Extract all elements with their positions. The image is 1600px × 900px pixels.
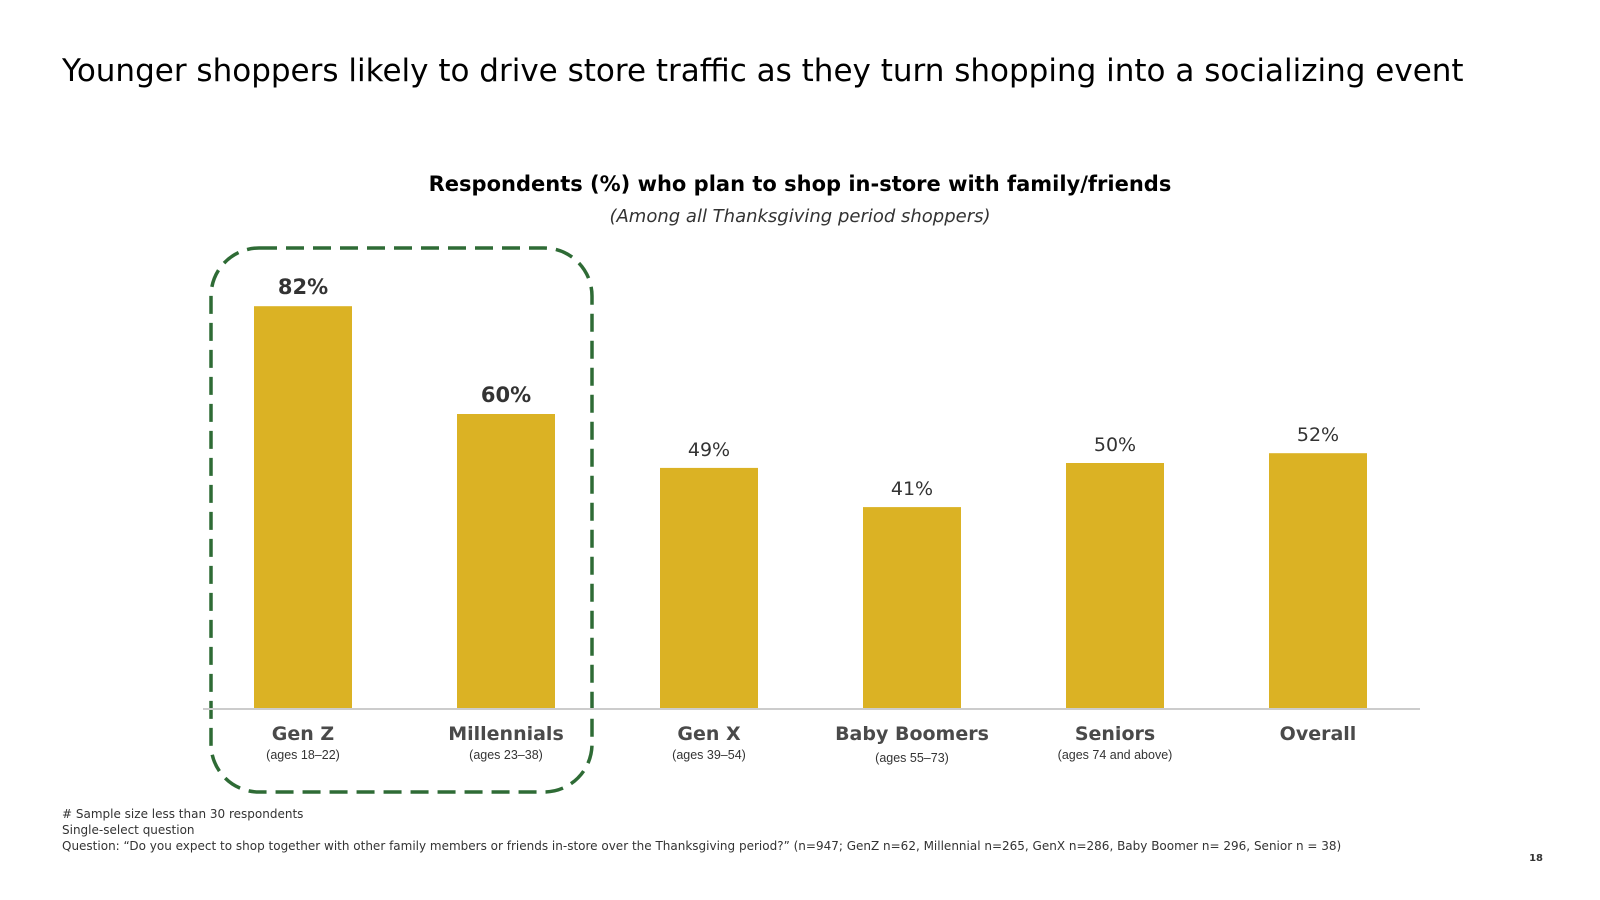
- bar-gen-z: [254, 306, 352, 708]
- category-sublabel-gen-x: (ages 39–54): [672, 748, 746, 762]
- slide-title: Younger shoppers likely to drive store t…: [62, 53, 1464, 89]
- category-label-gen-z: Gen Z: [272, 723, 334, 745]
- category-label-gen-x: Gen X: [677, 723, 741, 745]
- value-label-gen-z: 82%: [278, 275, 328, 299]
- category-label-overall: Overall: [1280, 723, 1357, 745]
- chart-subtitle: (Among all Thanksgiving period shoppers): [609, 206, 991, 227]
- bar-baby-boomers: [863, 507, 961, 708]
- value-label-gen-x: 49%: [688, 439, 730, 461]
- category-sublabel-millennials: (ages 23–38): [469, 748, 543, 762]
- bar-gen-x: [660, 467, 758, 708]
- category-sublabel-baby-boomers: (ages 55–73): [875, 751, 949, 765]
- value-label-millennials: 60%: [481, 383, 531, 407]
- bar-seniors: [1066, 463, 1164, 708]
- value-label-seniors: 50%: [1094, 434, 1136, 456]
- category-label-seniors: Seniors: [1075, 723, 1155, 745]
- footnote-question: Question: “Do you expect to shop togethe…: [62, 839, 1342, 853]
- bar-millennials: [457, 414, 555, 708]
- chart-title: Respondents (%) who plan to shop in-stor…: [428, 172, 1172, 196]
- footnote-sample-size: # Sample size less than 30 respondents: [62, 807, 304, 821]
- category-sublabel-seniors: (ages 74 and above): [1058, 748, 1173, 762]
- value-label-baby-boomers: 41%: [891, 478, 933, 500]
- footnotes: # Sample size less than 30 respondents S…: [62, 806, 1542, 854]
- value-label-overall: 52%: [1297, 424, 1339, 446]
- highlight-box: [209, 246, 594, 794]
- category-sublabel-gen-z: (ages 18–22): [266, 748, 340, 762]
- page-number: 18: [1529, 853, 1543, 864]
- category-label-baby-boomers: Baby Boomers: [835, 723, 989, 745]
- footnote-question-type: Single-select question: [62, 823, 195, 837]
- bar-overall: [1269, 453, 1367, 708]
- category-label-millennials: Millennials: [448, 723, 564, 745]
